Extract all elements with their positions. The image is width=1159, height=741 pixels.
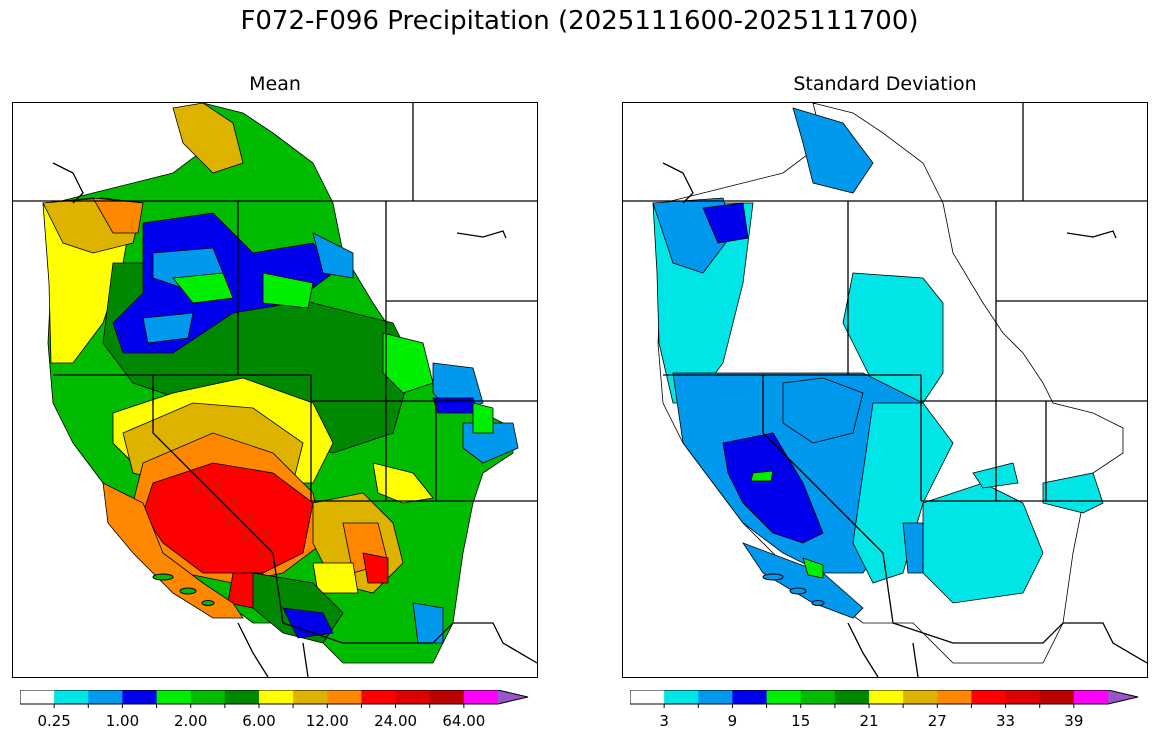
colorbar-mean-cell (156, 690, 192, 704)
colorbar-stddev-cell (766, 690, 802, 704)
colorbar-mean-cell (327, 690, 362, 704)
colorbar-stddev-cell (1108, 690, 1138, 704)
colorbar-mean-cell (122, 690, 158, 704)
panel-title-mean: Mean (249, 73, 301, 95)
colorbar-mean-cell (429, 690, 465, 704)
colorbar-mean-label: 0.25 (37, 712, 71, 730)
colorbar-mean-label: 64.00 (442, 712, 486, 730)
colorbar-mean-cell (20, 690, 55, 704)
basin-regions-stddev (652, 103, 1124, 664)
colorbar-stddev-label: 15 (791, 712, 811, 730)
colorbar-mean-cell (88, 690, 123, 704)
map-stddev[interactable] (622, 102, 1148, 678)
colorbar-stddev-cell (971, 690, 1007, 704)
colorbar-stddev-cell (903, 690, 938, 704)
colorbar-mean-cell (498, 690, 528, 704)
colorbar-stddev-label: 33 (996, 712, 1016, 730)
channel-islands-mean (152, 573, 215, 606)
colorbar-mean-cell (259, 690, 294, 704)
colorbar-mean-label: 12.00 (305, 712, 349, 730)
colorbar-stddev-cell (1073, 690, 1109, 704)
colorbar-stddev-cell (698, 690, 733, 704)
colorbar-stddev-label: 39 (1064, 712, 1084, 730)
boundary-lines-mean (13, 103, 537, 677)
colorbar-stddev-cell (869, 690, 904, 704)
basin-regions-mean (42, 103, 519, 664)
colorbar-stddev-cell (834, 690, 870, 704)
map-mean[interactable] (12, 102, 538, 678)
boundary-lines-stddev (623, 103, 1147, 677)
colorbar-mean-cell (463, 690, 499, 704)
colorbar-stddev-cell (800, 690, 836, 704)
colorbar-stddev-label: 9 (727, 712, 738, 730)
figure-title: F072-F096 Precipitation (2025111600-2025… (240, 6, 919, 36)
colorbar-mean-cell (54, 690, 89, 704)
colorbar-mean-label: 6.00 (242, 712, 276, 730)
colorbar-mean-cell (293, 690, 328, 704)
colorbar-mean-cell (395, 690, 431, 704)
colorbar-stddev-label: 27 (927, 712, 947, 730)
colorbar-stddev-cell (1039, 690, 1075, 704)
colorbar-mean-cell (190, 690, 226, 704)
colorbar-stddev-label: 21 (859, 712, 879, 730)
colorbar-mean-cell (361, 690, 397, 704)
colorbar-stddev (630, 690, 1139, 708)
colorbar-stddev-cell (937, 690, 972, 704)
colorbar-mean-cell (224, 690, 260, 704)
colorbar-mean-label: 1.00 (105, 712, 140, 730)
colorbar-stddev-cell (664, 690, 699, 704)
colorbar-stddev-cell (630, 690, 665, 704)
colorbar-mean (20, 690, 529, 708)
channel-islands-stddev (762, 573, 825, 606)
colorbar-stddev-cell (1005, 690, 1041, 704)
colorbar-mean-label: 2.00 (174, 712, 208, 730)
panel-title-stddev: Standard Deviation (793, 73, 977, 95)
colorbar-stddev-cell (732, 690, 768, 704)
colorbar-stddev-label: 3 (659, 712, 669, 730)
colorbar-mean-label: 24.00 (374, 712, 418, 730)
